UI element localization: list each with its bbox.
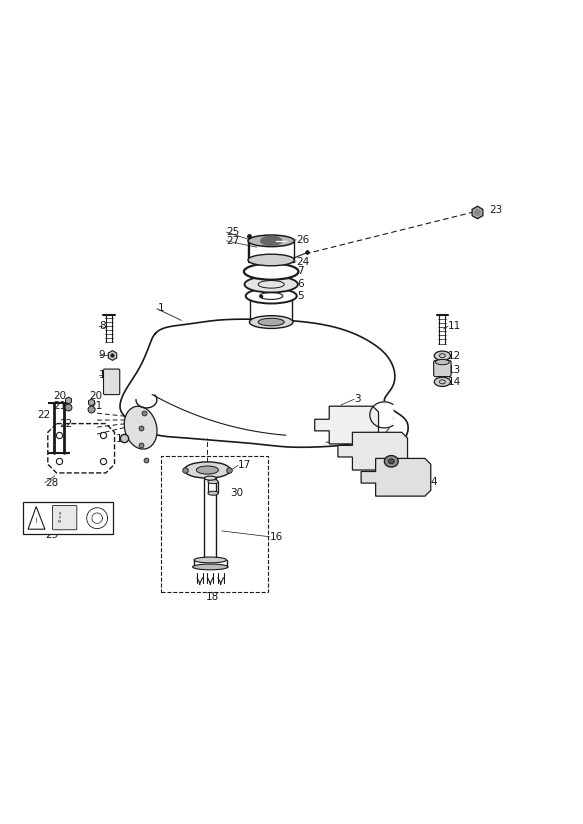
Ellipse shape (434, 351, 451, 360)
Ellipse shape (244, 264, 298, 279)
Ellipse shape (248, 254, 294, 266)
Polygon shape (120, 319, 408, 447)
Text: 13: 13 (448, 365, 461, 375)
Text: 19: 19 (116, 434, 129, 444)
Text: 22: 22 (59, 419, 73, 428)
Text: R
P
M: R P M (58, 512, 61, 525)
Text: 5: 5 (297, 291, 304, 301)
Polygon shape (338, 433, 408, 470)
Ellipse shape (208, 491, 219, 495)
Ellipse shape (194, 557, 227, 563)
Text: 10: 10 (99, 371, 112, 381)
Polygon shape (370, 402, 393, 428)
FancyBboxPatch shape (104, 369, 120, 395)
Ellipse shape (434, 377, 451, 386)
Text: !: ! (35, 518, 38, 524)
Ellipse shape (184, 462, 231, 478)
Text: 8: 8 (99, 321, 106, 331)
Text: 23: 23 (489, 205, 502, 215)
Text: 12: 12 (448, 351, 461, 361)
FancyBboxPatch shape (52, 505, 77, 530)
Text: 27: 27 (227, 236, 240, 246)
Text: 1: 1 (158, 302, 164, 312)
Ellipse shape (248, 235, 294, 246)
Text: 22: 22 (37, 410, 51, 420)
Text: 16: 16 (269, 531, 283, 541)
Ellipse shape (258, 318, 285, 325)
Ellipse shape (245, 288, 297, 303)
Ellipse shape (196, 466, 219, 474)
Bar (161, 456, 268, 592)
Text: 6: 6 (297, 279, 304, 288)
Polygon shape (315, 406, 378, 444)
Text: 20: 20 (54, 391, 66, 400)
FancyBboxPatch shape (434, 360, 451, 377)
Text: 9: 9 (99, 350, 106, 360)
Ellipse shape (124, 406, 157, 449)
Text: 25: 25 (227, 227, 240, 237)
Text: 2: 2 (377, 419, 384, 428)
Text: 15: 15 (403, 461, 416, 471)
Ellipse shape (436, 359, 449, 365)
Text: 28: 28 (45, 478, 58, 488)
Polygon shape (361, 458, 431, 496)
Text: 26: 26 (296, 235, 310, 245)
FancyBboxPatch shape (23, 502, 113, 534)
Text: 4: 4 (431, 476, 437, 487)
Text: 18: 18 (206, 592, 219, 602)
Text: 11: 11 (448, 321, 461, 331)
Ellipse shape (205, 476, 216, 480)
Text: 14: 14 (448, 377, 461, 386)
Ellipse shape (244, 276, 298, 293)
Text: 20: 20 (90, 391, 103, 400)
Text: 21: 21 (54, 401, 67, 411)
Ellipse shape (208, 480, 219, 484)
Ellipse shape (384, 456, 398, 467)
Ellipse shape (250, 316, 293, 329)
Text: 7: 7 (297, 266, 304, 276)
Text: 30: 30 (231, 489, 244, 499)
Text: 21: 21 (90, 401, 103, 411)
Text: 29: 29 (45, 530, 58, 540)
Ellipse shape (388, 459, 394, 464)
Polygon shape (261, 236, 282, 246)
Text: 24: 24 (296, 257, 310, 267)
Text: 3: 3 (354, 394, 361, 405)
Text: 17: 17 (238, 461, 251, 471)
Ellipse shape (192, 564, 228, 570)
